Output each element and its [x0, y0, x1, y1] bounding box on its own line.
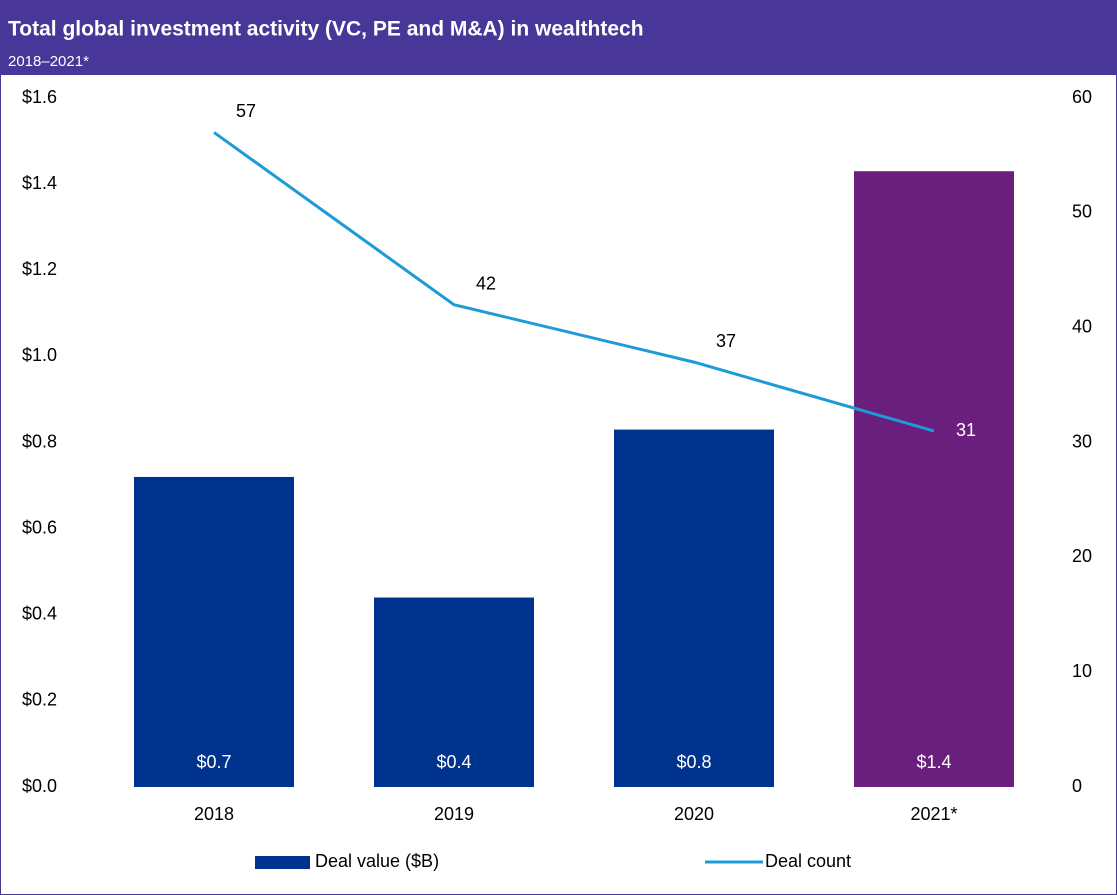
bar-value-label: $1.4: [916, 752, 951, 772]
y2-tick-label: 40: [1072, 316, 1092, 336]
bar: [854, 171, 1014, 788]
chart-title: Total global investment activity (VC, PE…: [8, 18, 644, 41]
legend-swatch: [255, 856, 310, 869]
bar-value-label: $0.4: [436, 752, 471, 772]
y-tick-label: $1.4: [22, 173, 57, 193]
bar: [374, 597, 534, 787]
x-tick-label: 2021*: [910, 804, 957, 824]
y2-tick-label: 50: [1072, 202, 1092, 222]
x-tick-label: 2019: [434, 804, 474, 824]
y-tick-label: $1.2: [22, 259, 57, 279]
bar-value-label: $0.7: [196, 752, 231, 772]
line: [213, 131, 935, 433]
y2-tick-label: 20: [1072, 546, 1092, 566]
bar: [134, 476, 294, 787]
y-tick-label: $0.2: [22, 690, 57, 710]
x-tick-label: 2020: [674, 804, 714, 824]
y-tick-label: $0.0: [22, 776, 57, 796]
legend-label: Deal value ($B): [315, 851, 439, 871]
header-band: [0, 0, 1117, 75]
line-value-label: 37: [716, 331, 736, 351]
y-tick-label: $1.6: [22, 87, 57, 107]
y2-tick-label: 10: [1072, 661, 1092, 681]
line-value-label: 57: [236, 101, 256, 121]
bar-value-label: $0.8: [676, 752, 711, 772]
y-tick-label: $0.4: [22, 604, 57, 624]
bar: [614, 429, 774, 787]
y-tick-label: $0.6: [22, 517, 57, 537]
chart-subtitle: 2018–2021*: [8, 53, 89, 70]
x-tick-label: 2018: [194, 804, 234, 824]
y2-tick-label: 60: [1072, 87, 1092, 107]
line-value-label: 31: [956, 420, 976, 440]
legend-label: Deal count: [765, 851, 851, 871]
y-tick-label: $0.8: [22, 431, 57, 451]
y-tick-label: $1.0: [22, 345, 57, 365]
line-value-label: 42: [476, 273, 496, 293]
y2-tick-label: 0: [1072, 776, 1082, 796]
y2-tick-label: 30: [1072, 431, 1092, 451]
